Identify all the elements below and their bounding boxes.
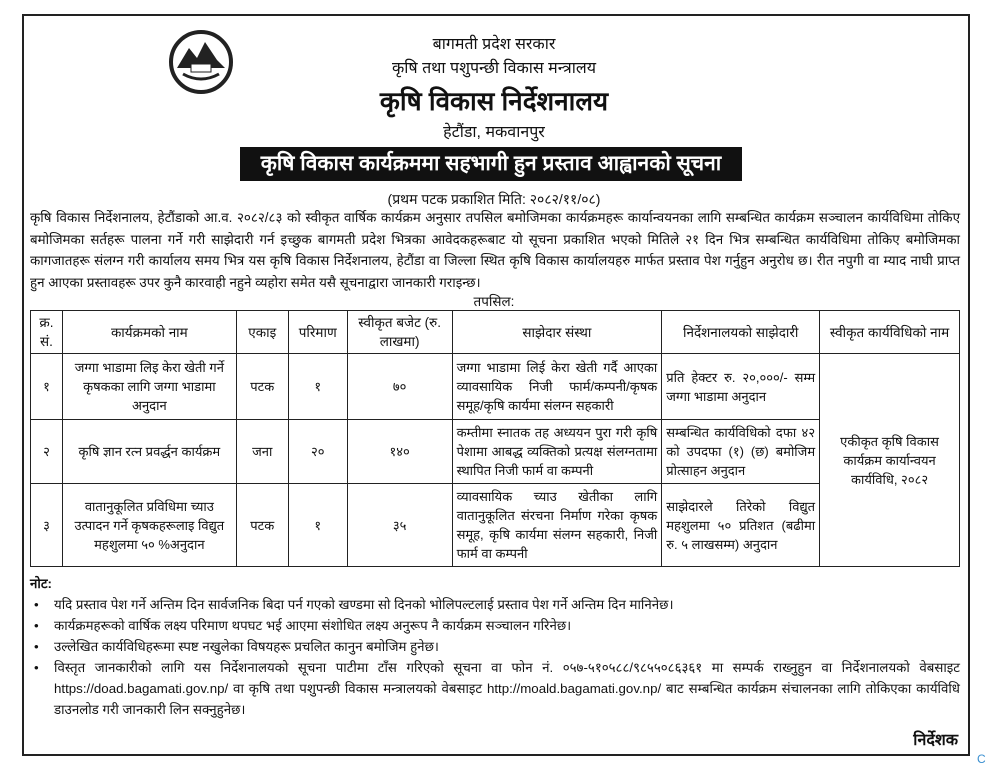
cell-unit: पटक [235, 483, 289, 567]
note-item: उल्लेखित कार्यविधिहरूमा स्पष्ट नखुलेका व… [30, 636, 960, 657]
header-sn: क्र. सं. [30, 310, 63, 354]
nepal-emblem-logo [169, 30, 233, 94]
note-item: यदि प्रस्ताव पेश गर्ने अन्तिम दिन सार्वज… [30, 594, 960, 615]
cell-partner: जग्गा भाडामा लिई केरा खेती गर्दै आएका व्… [451, 353, 663, 420]
header-procedure: स्वीकृत कार्यविधिको नाम [819, 310, 960, 354]
cell-program: वातानुकूलित प्रविधिमा च्याउ उत्पादन गर्न… [61, 483, 237, 567]
header-partner: साझेदार संस्था [451, 310, 663, 354]
signature-director: निर्देशक [913, 732, 958, 749]
cell-budget: ७० [346, 353, 453, 420]
cell-sn: १ [30, 353, 63, 420]
table-header-row: क्र. सं. कार्यक्रमको नाम एकाइ परिमाण स्व… [30, 310, 960, 354]
notice-paragraph: कृषि विकास निर्देशनालय, हेटौंडाको आ.व. २… [30, 210, 960, 290]
cell-quantity: १ [287, 353, 348, 420]
cell-sn: ३ [30, 483, 63, 567]
header-program: कार्यक्रमको नाम [61, 310, 237, 354]
cell-procedure: एकीकृत कृषि विकास कार्यक्रम कार्यान्वयन … [819, 353, 960, 567]
cell-partner: कम्तीमा स्नातक तह अध्ययन पुरा गरी कृषि प… [451, 419, 663, 484]
details-label: तपसिल: [473, 294, 515, 309]
header-share: निर्देशनालयको साझेदारी [661, 310, 821, 354]
cell-quantity: १ [287, 483, 348, 567]
cell-program: जग्गा भाडामा लिइ केरा खेती गर्ने कृषकका … [61, 353, 237, 420]
notes-title: नोट: [30, 576, 52, 591]
cell-program: कृषि ज्ञान रत्न प्रवर्द्धन कार्यक्रम [61, 419, 237, 484]
notes-section: नोट: यदि प्रस्ताव पेश गर्ने अन्तिम दिन स… [30, 573, 960, 720]
note-item: कार्यक्रमहरूको वार्षिक लक्ष्य परिमाण थपघ… [30, 615, 960, 636]
cell-share: साझेदारले तिरेको विद्युत महशुलमा ५० प्रत… [661, 483, 821, 567]
cell-partner: व्यावसायिक च्याउ खेतीका लागि वातानुकूलित… [451, 483, 663, 567]
corner-mark: C [977, 752, 986, 766]
cell-unit: जना [235, 419, 289, 484]
table-row: १ जग्गा भाडामा लिइ केरा खेती गर्ने कृषकक… [30, 353, 960, 567]
office-name: कृषि विकास निर्देशनालय [379, 86, 609, 116]
office-location: हेटौंडा, मकवानपुर [443, 124, 545, 141]
note-item: विस्तृत जानकारीको लागि यस निर्देशनालयको … [30, 657, 960, 720]
header-quantity: परिमाण [287, 310, 348, 354]
cell-share: सम्बन्धित कार्यविधिको दफा ४२ को उपदफा (१… [661, 419, 821, 484]
cell-budget: १४० [346, 419, 453, 484]
published-date: (प्रथम पटक प्रकाशित मिति: २०८२/११/०८) [387, 191, 601, 207]
notice-border [22, 14, 970, 756]
table-row: ३ वातानुकूलित प्रविधिमा च्याउ उत्पादन गर… [30, 483, 960, 567]
cell-sn: २ [30, 419, 63, 484]
ministry-name: कृषि तथा पशुपन्छी विकास मन्त्रालय [391, 60, 597, 77]
header-budget: स्वीकृत बजेट (रु. लाखमा) [346, 310, 453, 354]
notice-title: कृषि विकास कार्यक्रममा सहभागी हुन प्रस्त… [240, 147, 742, 181]
header-unit: एकाइ [235, 310, 289, 354]
program-table: क्र. सं. कार्यक्रमको नाम एकाइ परिमाण स्व… [30, 310, 960, 567]
cell-unit: पटक [235, 353, 289, 420]
cell-share: प्रति हेक्टर रु. २०,०००/- सम्म जग्गा भाड… [661, 353, 821, 420]
cell-quantity: २० [287, 419, 348, 484]
government-name: बागमती प्रदेश सरकार [432, 36, 556, 53]
cell-budget: ३५ [346, 483, 453, 567]
